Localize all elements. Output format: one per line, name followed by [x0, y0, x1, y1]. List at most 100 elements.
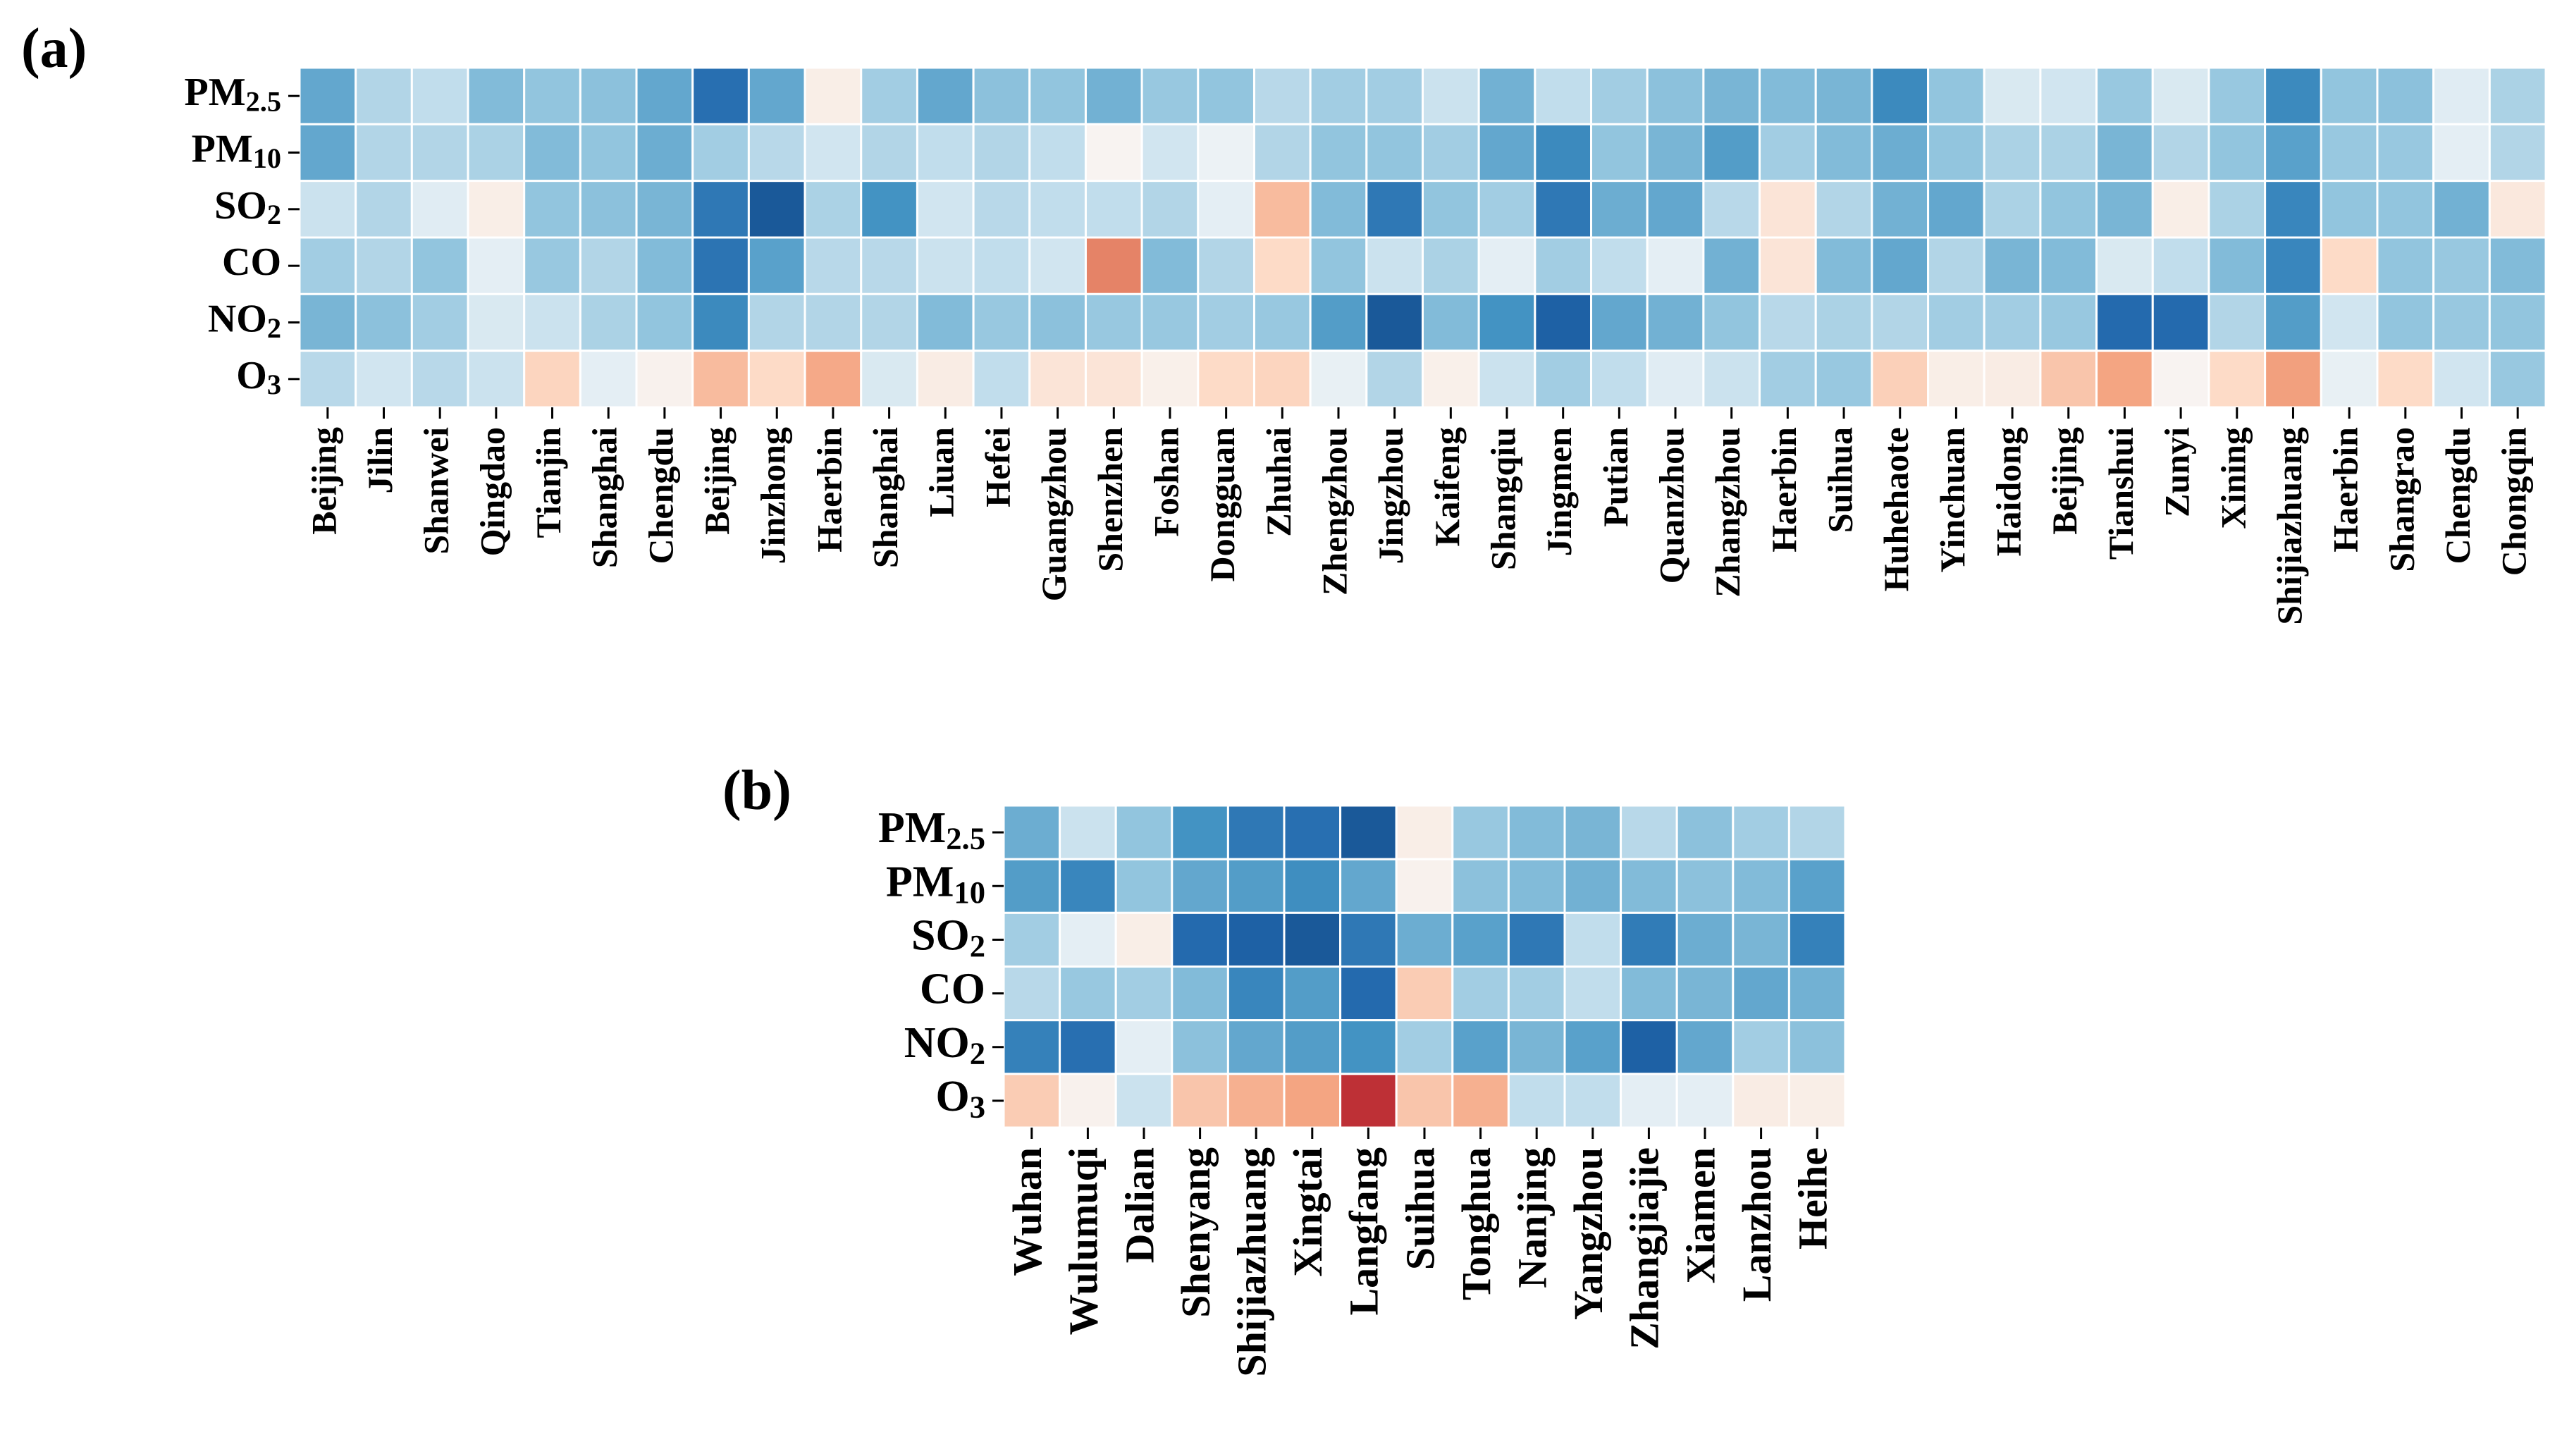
panel-b-cell-5-10 — [1563, 1073, 1622, 1129]
panel-b-row-label-3-base: CO — [920, 965, 985, 1013]
panel-b-col-label-1: Wulumuqi — [1061, 1147, 1107, 1335]
panel-b-cell-5-14 — [1787, 1073, 1847, 1129]
panel-b-cell-1-2 — [1114, 858, 1174, 914]
panel-a-cell-2-7 — [691, 180, 750, 239]
panel-a-cell-2-14 — [1084, 180, 1143, 239]
panel-b-row-label-4: NO2 — [904, 1019, 985, 1071]
panel-b-cell-4-2 — [1114, 1019, 1174, 1075]
panel-a-col-label-25: Zhangzhou — [1708, 427, 1747, 598]
panel-a-cell-2-31 — [2039, 180, 2098, 239]
panel-a-cell-4-9 — [803, 292, 863, 352]
panel-a-cell-2-11 — [916, 180, 975, 239]
panel-b-cell-1-8 — [1451, 858, 1510, 914]
panel-a-cell-5-18 — [1309, 350, 1368, 409]
panel-b-cell-3-6 — [1339, 965, 1398, 1022]
panel-a-col-label-0: Beijing — [304, 427, 343, 535]
panel-a-cell-1-25 — [1702, 123, 1761, 183]
panel-a-cell-4-30 — [1983, 292, 2042, 352]
panel-b-cell-0-3 — [1171, 804, 1229, 860]
panel-b-col-label-13: Lanzhou — [1734, 1147, 1780, 1302]
panel-a-cell-0-6 — [635, 66, 694, 125]
panel-a-col-label-14: Shenzhen — [1090, 427, 1130, 572]
panel-a-col-label-32: Tianshui — [2101, 427, 2141, 560]
panel-a-cell-3-36 — [2320, 236, 2379, 295]
panel-a-cell-2-22 — [1534, 180, 1593, 239]
panel-a-cell-0-39 — [2488, 66, 2547, 125]
panel-a-cell-2-35 — [2264, 180, 2322, 239]
panel-a-cell-5-20 — [1422, 350, 1480, 409]
panel-a-cell-2-1 — [355, 180, 413, 239]
panel-a-row-label-5: O3 — [236, 354, 281, 401]
panel-a-cell-5-37 — [2376, 350, 2435, 409]
panel-a-cell-0-19 — [1365, 66, 1424, 125]
panel-a-column-labels: Beijing Jilin Shanwei Qingdao Tianjin Shangha… — [304, 407, 2534, 625]
panel-a-col-label-28: Huhehaote — [1876, 427, 1916, 591]
panel-a-cell-5-23 — [1590, 350, 1649, 409]
panel-a-cell-2-27 — [1814, 180, 1873, 239]
panel-b-col-label-3: Shenyang — [1173, 1147, 1219, 1318]
panel-b-row-label-4-base: NO — [904, 1019, 970, 1067]
panel-b-cell-0-7 — [1395, 804, 1454, 860]
panel-a-cell-2-30 — [1983, 180, 2042, 239]
panel-a-cell-2-15 — [1140, 180, 1200, 239]
panel-b-row-label-5-base: O — [935, 1073, 969, 1121]
panel-b-cell-3-5 — [1283, 965, 1342, 1022]
panel-b-cell-5-3 — [1171, 1073, 1229, 1129]
panel-b-cell-0-1 — [1059, 804, 1117, 860]
panel-a-cell-5-11 — [916, 350, 975, 409]
panel-a-cell-0-15 — [1140, 66, 1200, 125]
panel-b-cell-4-11 — [1620, 1019, 1678, 1075]
panel-b-row-label-1-base: PM — [886, 858, 954, 906]
panel-b-cell-5-0 — [1002, 1073, 1061, 1129]
panel-b-cell-3-0 — [1002, 965, 1061, 1022]
panel-a-col-label-7: Beijing — [697, 427, 737, 535]
panel-a-col-label-39: Chongqin — [2494, 427, 2534, 576]
panel-b-cell-1-6 — [1339, 858, 1398, 914]
panel-a-cell-5-7 — [691, 350, 750, 409]
panel-a-cell-3-28 — [1871, 236, 1930, 295]
panel-b-label: (b) — [722, 760, 792, 822]
panel-b-cell-1-10 — [1563, 858, 1622, 914]
panel-a-cell-4-11 — [916, 292, 975, 352]
panel-a-col-label-37: Shangrao — [2382, 427, 2421, 572]
panel-a-cell-5-32 — [2095, 350, 2154, 409]
panel-a-cell-3-17 — [1252, 236, 1312, 295]
panel-b-col-label-5: Xingtai — [1285, 1147, 1331, 1277]
panel-a-cell-4-23 — [1590, 292, 1649, 352]
panel-b-cell-0-14 — [1787, 804, 1847, 860]
panel-a-cell-1-4 — [523, 123, 581, 183]
panel-a-cell-2-5 — [579, 180, 638, 239]
panel-a-cell-0-10 — [860, 66, 918, 125]
panel-a-cell-5-19 — [1365, 350, 1424, 409]
panel-a-col-label-5: Shanghai — [585, 427, 624, 568]
panel-a-cell-1-27 — [1814, 123, 1873, 183]
panel-b-cell-3-8 — [1451, 965, 1510, 1022]
panel-a-cell-5-27 — [1814, 350, 1873, 409]
panel-b-cell-3-2 — [1114, 965, 1174, 1022]
panel-a-cell-4-13 — [1028, 292, 1087, 352]
panel-a-cell-3-27 — [1814, 236, 1873, 295]
panel-a-cell-0-20 — [1422, 66, 1480, 125]
panel-a-cell-5-29 — [1927, 350, 1985, 409]
panel-a-cell-4-29 — [1927, 292, 1985, 352]
panel-a-cell-2-6 — [635, 180, 694, 239]
panel-b-cell-3-7 — [1395, 965, 1454, 1022]
panel-a-cell-0-33 — [2151, 66, 2210, 125]
panel-b-cell-1-9 — [1507, 858, 1566, 914]
panel-a-cell-3-1 — [355, 236, 413, 295]
panel-b-col-label-14: Heihe — [1790, 1147, 1836, 1250]
panel-a-cell-5-34 — [2207, 350, 2267, 409]
panel-a-cell-2-26 — [1759, 180, 1817, 239]
panel-a-row-label-1-sub: 10 — [253, 142, 281, 174]
panel-a-cells — [298, 66, 2547, 409]
panel-a-cell-1-6 — [635, 123, 694, 183]
panel-a-col-label-23: Putian — [1596, 427, 1635, 527]
panel-b-cell-2-10 — [1563, 911, 1622, 968]
panel-a-cell-3-34 — [2207, 236, 2267, 295]
panel-a-cell-3-32 — [2095, 236, 2154, 295]
panel-b-cell-1-14 — [1787, 858, 1847, 914]
panel-a-cell-5-5 — [579, 350, 638, 409]
panel-a-cell-5-31 — [2039, 350, 2098, 409]
panel-a-cell-3-33 — [2151, 236, 2210, 295]
panel-a-row-label-3-base: CO — [222, 240, 281, 284]
